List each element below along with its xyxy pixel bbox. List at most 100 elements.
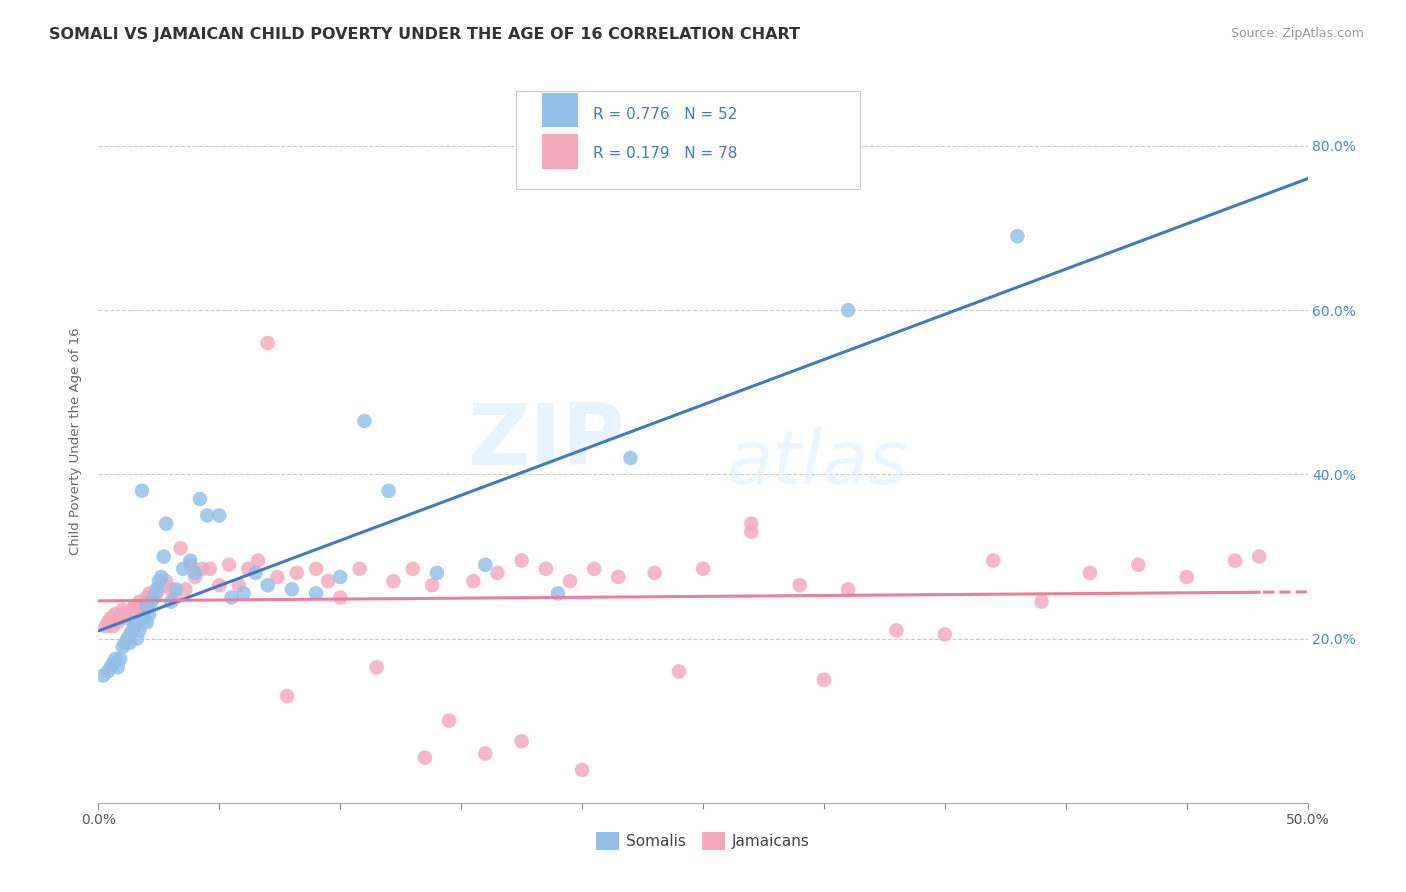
Point	[1223, 553, 1246, 567]
Point	[316, 574, 339, 588]
Text: atlas: atlas	[727, 427, 908, 500]
Point	[426, 566, 449, 580]
Point	[124, 619, 146, 633]
Point	[547, 586, 569, 600]
Text: ZIP: ZIP	[467, 400, 624, 483]
Point	[148, 582, 170, 597]
Point	[208, 578, 231, 592]
Point	[107, 615, 129, 630]
Point	[208, 508, 231, 523]
Point	[228, 578, 250, 592]
Point	[740, 516, 762, 531]
Point	[474, 747, 496, 761]
Point	[184, 570, 207, 584]
Text: Source: ZipAtlas.com: Source: ZipAtlas.com	[1230, 27, 1364, 40]
Point	[100, 660, 122, 674]
Point	[155, 516, 177, 531]
FancyBboxPatch shape	[543, 93, 578, 128]
Legend: Somalis, Jamaicans: Somalis, Jamaicans	[591, 826, 815, 856]
Point	[160, 594, 183, 608]
Point	[101, 619, 124, 633]
Point	[474, 558, 496, 572]
Point	[740, 524, 762, 539]
Point	[155, 574, 177, 588]
Point	[124, 599, 146, 613]
Point	[329, 591, 352, 605]
Point	[692, 562, 714, 576]
Y-axis label: Child Poverty Under the Age of 16: Child Poverty Under the Age of 16	[69, 327, 83, 556]
Point	[127, 603, 149, 617]
FancyBboxPatch shape	[516, 91, 860, 189]
Point	[221, 591, 243, 605]
Point	[256, 578, 278, 592]
Point	[1031, 594, 1053, 608]
Point	[141, 591, 163, 605]
Point	[218, 558, 240, 572]
Point	[981, 553, 1004, 567]
Point	[402, 562, 425, 576]
Point	[145, 582, 167, 597]
Point	[108, 652, 131, 666]
Point	[188, 491, 211, 506]
Point	[121, 624, 143, 638]
Point	[118, 636, 141, 650]
Point	[1175, 570, 1198, 584]
Point	[135, 615, 157, 630]
Point	[179, 553, 201, 567]
Point	[558, 574, 581, 588]
Point	[534, 562, 557, 576]
Point	[510, 734, 533, 748]
Point	[128, 624, 150, 638]
Point	[143, 591, 166, 605]
Point	[195, 508, 218, 523]
Text: SOMALI VS JAMAICAN CHILD POVERTY UNDER THE AGE OF 16 CORRELATION CHART: SOMALI VS JAMAICAN CHILD POVERTY UNDER T…	[49, 27, 800, 42]
Point	[141, 594, 163, 608]
Point	[165, 591, 187, 605]
Point	[276, 689, 298, 703]
Point	[127, 632, 149, 646]
Point	[1128, 558, 1150, 572]
Point	[607, 570, 630, 584]
Point	[256, 336, 278, 351]
Point	[486, 566, 509, 580]
Point	[169, 541, 191, 556]
Point	[94, 619, 117, 633]
Point	[117, 632, 139, 646]
Point	[111, 640, 134, 654]
Point	[382, 574, 405, 588]
Point	[353, 414, 375, 428]
Point	[104, 607, 127, 621]
Point	[107, 660, 129, 674]
Point	[247, 553, 270, 567]
Point	[184, 566, 207, 580]
Point	[886, 624, 908, 638]
Point	[114, 636, 136, 650]
Point	[837, 582, 859, 597]
Point	[160, 582, 183, 597]
Point	[118, 627, 141, 641]
Point	[174, 582, 197, 597]
Point	[191, 562, 214, 576]
Point	[420, 578, 443, 592]
Point	[349, 562, 371, 576]
FancyBboxPatch shape	[543, 135, 578, 169]
Point	[114, 607, 136, 621]
Point	[813, 673, 835, 687]
Point	[104, 652, 127, 666]
Point	[1007, 229, 1029, 244]
Point	[165, 582, 187, 597]
Point	[463, 574, 485, 588]
Point	[121, 603, 143, 617]
Point	[124, 615, 146, 630]
Point	[138, 586, 160, 600]
Point	[232, 586, 254, 600]
Point	[135, 591, 157, 605]
Point	[266, 570, 288, 584]
Point	[934, 627, 956, 641]
Point	[198, 562, 221, 576]
Point	[128, 594, 150, 608]
Point	[366, 660, 388, 674]
Point	[1078, 566, 1101, 580]
Point	[510, 553, 533, 567]
Point	[668, 665, 690, 679]
